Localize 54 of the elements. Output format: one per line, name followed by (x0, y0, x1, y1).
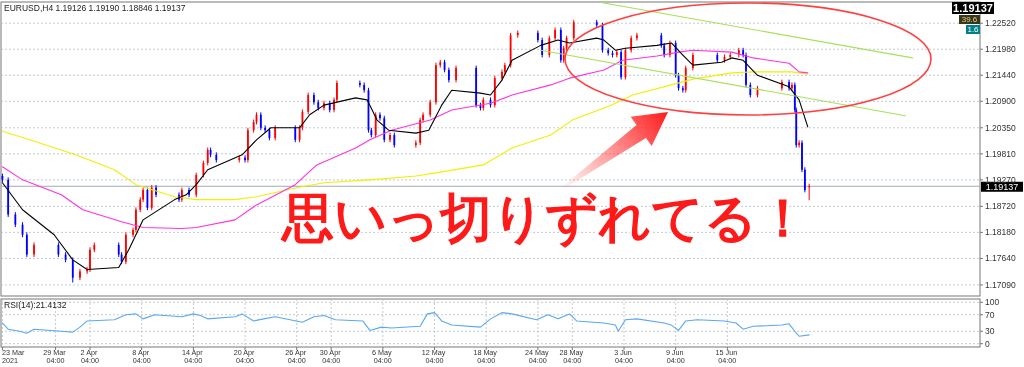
candlestick (244, 154, 246, 163)
candlestick (681, 85, 684, 94)
y-tick-label: 1.17090 (985, 279, 1016, 290)
candlestick (541, 37, 544, 58)
annotation: 思いっ切りずれてる！ (279, 188, 809, 248)
chart-title: RSI(14):21.4132 (4, 300, 67, 310)
candlestick (389, 132, 391, 143)
line-series (1, 312, 810, 337)
candlestick (89, 246, 91, 273)
annotation: 39.6 (961, 15, 978, 24)
candlestick (791, 81, 793, 92)
y-tick-label: 100 (985, 297, 1000, 308)
annotation: 1.19137 (953, 2, 993, 14)
y-tick-label: 1.20900 (985, 96, 1016, 107)
candlestick (150, 184, 153, 211)
candlestick (247, 127, 249, 163)
candlestick (264, 124, 267, 134)
candlestick (71, 256, 74, 283)
candlestick (455, 65, 457, 83)
candlestick (383, 115, 386, 143)
y-tick-label: 1.17640 (985, 253, 1016, 264)
candlestick (554, 27, 556, 42)
annotation: 1.6 (967, 25, 980, 34)
candlestick (636, 32, 638, 42)
y-tick-label: 70 (985, 309, 995, 320)
candlestick (692, 52, 694, 71)
candlestick (33, 242, 35, 258)
candlestick (358, 80, 361, 88)
y-tick-label: 1.18720 (985, 201, 1016, 212)
candlestick (124, 231, 127, 265)
y-tick-label: 30 (985, 326, 995, 337)
candlestick (684, 65, 687, 94)
y-tick-label: 1.21440 (985, 70, 1016, 81)
candlestick (669, 40, 671, 58)
candlestick (414, 139, 417, 149)
y-tick-label: 1.19810 (985, 148, 1016, 159)
y-tick-label: 1.21980 (985, 44, 1016, 55)
candlestick (79, 268, 81, 281)
candlestick (307, 92, 310, 115)
candlestick (195, 172, 198, 198)
candlestick (379, 111, 381, 122)
candlestick (572, 19, 575, 42)
candlestick (374, 111, 377, 138)
y-tick-label: 1.20350 (985, 122, 1016, 133)
candlestick (135, 206, 137, 233)
candlestick (25, 231, 28, 258)
y-tick-label: 1.22520 (985, 18, 1016, 29)
y-tick-label: 1.18180 (985, 227, 1016, 238)
y-tick-label: 0 (985, 338, 990, 349)
candlestick (313, 92, 315, 106)
chart-title: EURUSD,H4 1.19126 1.19190 1.18846 1.19137 (4, 3, 186, 13)
candlestick (435, 62, 437, 106)
candlestick (798, 139, 801, 149)
candlestick (548, 35, 551, 58)
